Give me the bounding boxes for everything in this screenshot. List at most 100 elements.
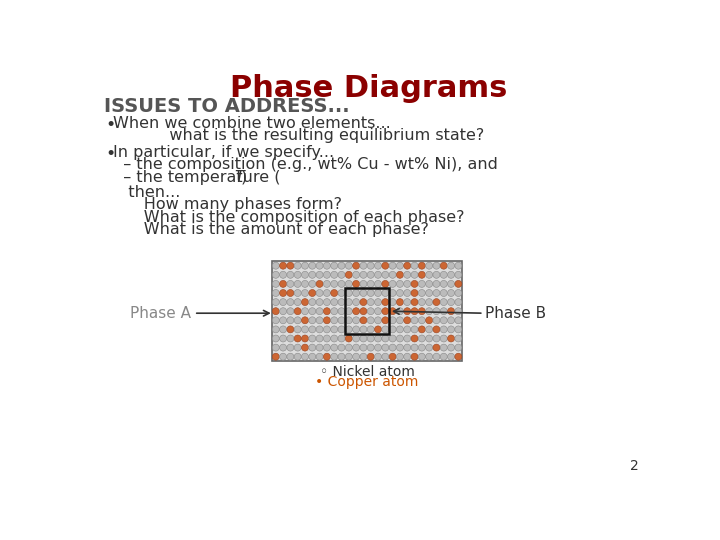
Circle shape [360, 262, 367, 269]
Circle shape [302, 335, 308, 342]
Circle shape [360, 299, 367, 306]
Circle shape [448, 353, 454, 360]
Circle shape [330, 299, 338, 306]
Circle shape [353, 326, 359, 333]
Circle shape [353, 271, 359, 278]
Circle shape [287, 326, 294, 333]
Circle shape [374, 335, 382, 342]
Circle shape [418, 353, 426, 360]
Circle shape [367, 289, 374, 296]
Circle shape [338, 308, 345, 315]
Circle shape [338, 326, 345, 333]
Circle shape [287, 271, 294, 278]
Circle shape [272, 317, 279, 324]
Circle shape [302, 280, 308, 287]
Circle shape [448, 326, 454, 333]
Circle shape [287, 308, 294, 315]
Circle shape [426, 280, 433, 287]
Circle shape [367, 335, 374, 342]
Circle shape [426, 271, 433, 278]
Circle shape [360, 335, 367, 342]
Circle shape [411, 299, 418, 306]
Circle shape [418, 317, 426, 324]
Circle shape [287, 353, 294, 360]
Circle shape [404, 326, 410, 333]
Circle shape [323, 344, 330, 351]
Circle shape [389, 317, 396, 324]
Circle shape [309, 326, 316, 333]
Circle shape [360, 289, 367, 296]
Circle shape [433, 353, 440, 360]
Circle shape [302, 271, 308, 278]
Circle shape [455, 353, 462, 360]
Circle shape [309, 280, 316, 287]
Bar [345, 288, 389, 334]
Circle shape [353, 262, 359, 269]
Circle shape [316, 344, 323, 351]
Circle shape [309, 299, 316, 306]
Circle shape [389, 308, 396, 315]
Circle shape [389, 289, 396, 296]
Circle shape [382, 353, 389, 360]
Text: ◦ Nickel atom: ◦ Nickel atom [320, 365, 415, 379]
Circle shape [294, 344, 301, 351]
Circle shape [440, 262, 447, 269]
Circle shape [440, 317, 447, 324]
Circle shape [294, 299, 301, 306]
Circle shape [389, 326, 396, 333]
Circle shape [411, 262, 418, 269]
Circle shape [294, 335, 301, 342]
Circle shape [367, 308, 374, 315]
Circle shape [397, 271, 403, 278]
Circle shape [440, 308, 447, 315]
Circle shape [440, 335, 447, 342]
Circle shape [418, 262, 426, 269]
Circle shape [287, 317, 294, 324]
Circle shape [346, 308, 352, 315]
Circle shape [287, 262, 294, 269]
Circle shape [433, 335, 440, 342]
Circle shape [353, 289, 359, 296]
Circle shape [279, 271, 287, 278]
Circle shape [323, 299, 330, 306]
Circle shape [382, 271, 389, 278]
Circle shape [330, 326, 338, 333]
Circle shape [455, 289, 462, 296]
Circle shape [389, 262, 396, 269]
Bar [272, 261, 462, 361]
Circle shape [294, 262, 301, 269]
Circle shape [397, 289, 403, 296]
Text: How many phases form?: How many phases form? [113, 197, 342, 212]
Circle shape [279, 262, 287, 269]
Circle shape [455, 299, 462, 306]
Circle shape [374, 289, 382, 296]
Circle shape [426, 299, 433, 306]
Circle shape [382, 335, 389, 342]
Circle shape [302, 353, 308, 360]
Circle shape [309, 271, 316, 278]
Circle shape [346, 326, 352, 333]
Circle shape [397, 317, 403, 324]
Circle shape [353, 317, 359, 324]
Circle shape [346, 262, 352, 269]
Circle shape [382, 280, 389, 287]
Circle shape [272, 326, 279, 333]
Circle shape [360, 353, 367, 360]
Circle shape [279, 317, 287, 324]
Circle shape [440, 353, 447, 360]
Circle shape [330, 335, 338, 342]
Circle shape [426, 344, 433, 351]
Circle shape [360, 326, 367, 333]
Circle shape [418, 280, 426, 287]
Circle shape [404, 280, 410, 287]
Circle shape [397, 280, 403, 287]
Circle shape [404, 344, 410, 351]
Circle shape [418, 289, 426, 296]
Circle shape [418, 271, 426, 278]
Text: •: • [106, 145, 116, 163]
Circle shape [330, 344, 338, 351]
Circle shape [338, 289, 345, 296]
Text: In particular, if we specify...: In particular, if we specify... [113, 145, 334, 160]
Circle shape [272, 280, 279, 287]
Circle shape [382, 344, 389, 351]
